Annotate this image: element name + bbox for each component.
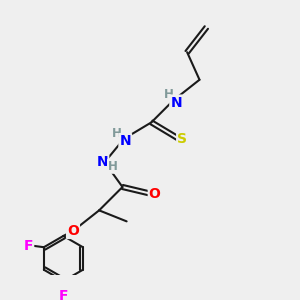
Text: O: O bbox=[67, 224, 79, 238]
Text: N: N bbox=[170, 96, 182, 110]
Text: H: H bbox=[108, 160, 118, 173]
Text: F: F bbox=[58, 290, 68, 300]
Text: H: H bbox=[112, 128, 122, 140]
Text: N: N bbox=[97, 155, 108, 169]
Text: N: N bbox=[119, 134, 131, 148]
Text: F: F bbox=[24, 239, 33, 253]
Text: O: O bbox=[149, 187, 161, 201]
Text: S: S bbox=[177, 132, 187, 146]
Text: H: H bbox=[164, 88, 173, 101]
